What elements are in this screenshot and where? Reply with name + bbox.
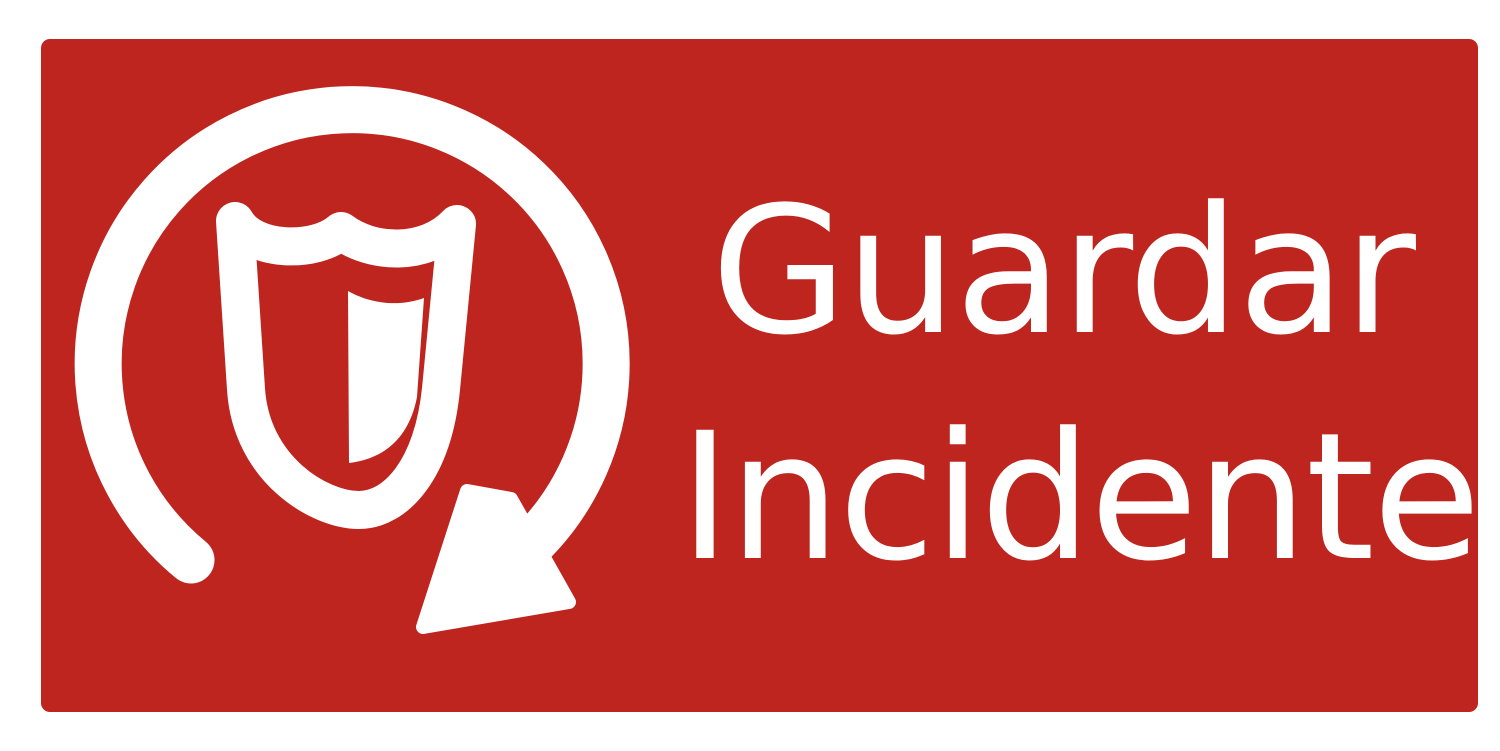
shield-rotate-icon	[74, 86, 630, 634]
circular-arrow-arc	[74, 86, 630, 584]
button-label-line-2: Incidente	[679, 395, 1481, 600]
save-incident-button[interactable]: Guardar Incidente	[41, 39, 1481, 712]
shield-outline	[216, 202, 476, 529]
button-label: Guardar Incidente	[651, 159, 1481, 611]
shield-inner-highlight	[348, 291, 424, 463]
button-label-line-1: Guardar	[711, 169, 1416, 374]
circular-arrow-head	[416, 484, 576, 634]
